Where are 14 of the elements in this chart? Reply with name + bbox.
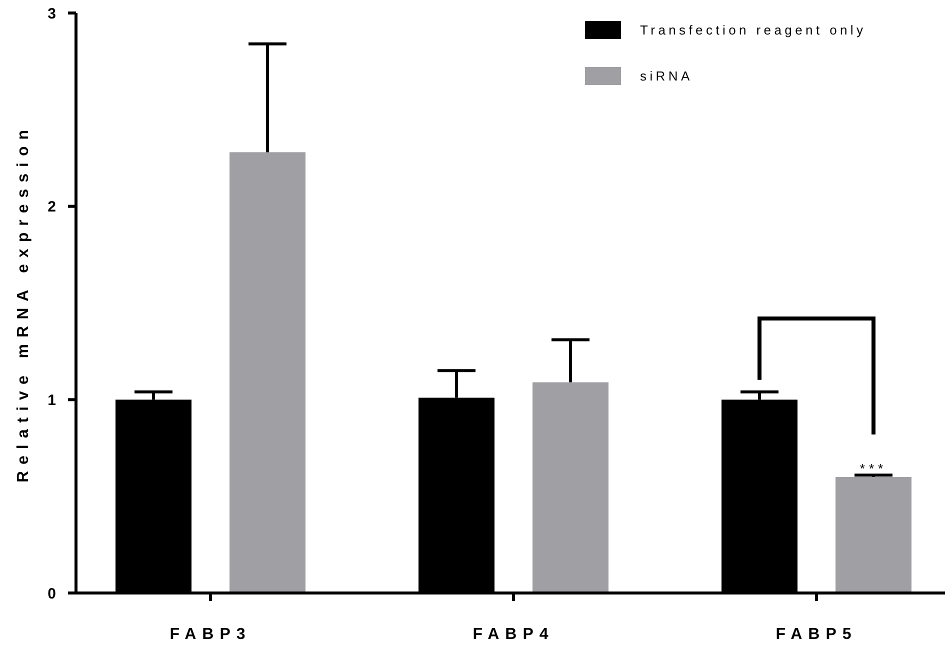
legend-label: siRNA — [640, 68, 693, 84]
y-tick-label: 0 — [48, 585, 56, 602]
y-tick-label: 2 — [48, 198, 56, 216]
y-tick-label: 1 — [48, 392, 56, 409]
y-axis-title: Relative mRNA expression — [15, 123, 32, 483]
legend-label: Transfection reagent only — [640, 22, 866, 38]
annotation: *** — [860, 461, 888, 476]
x-tick-label: FABP5 — [776, 626, 858, 643]
y-tick-label: 3 — [48, 5, 56, 22]
bar — [532, 382, 608, 593]
x-tick-label: FABP4 — [472, 626, 554, 643]
x-tick-label: FABP3 — [170, 626, 252, 643]
bar — [836, 477, 912, 593]
bar — [230, 152, 306, 593]
